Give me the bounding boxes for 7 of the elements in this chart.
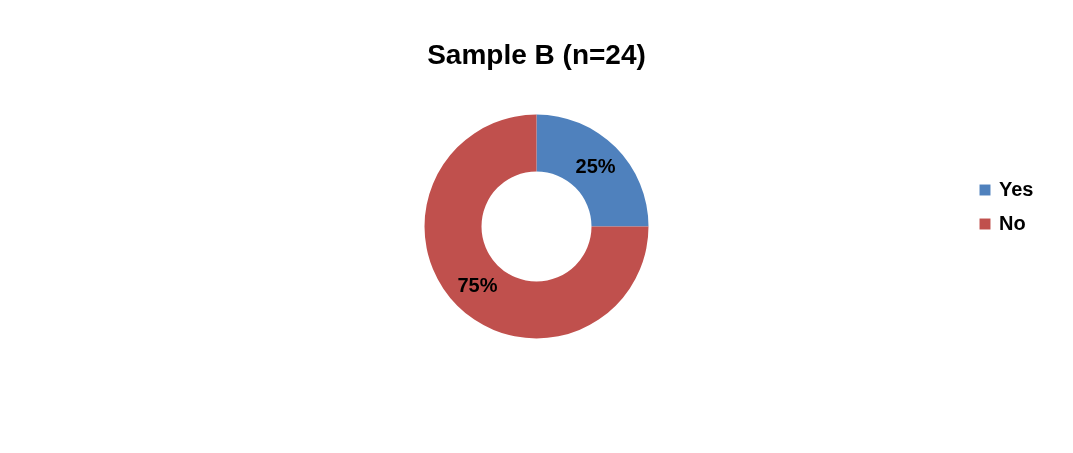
legend-label: Yes <box>999 178 1034 200</box>
data-label: 25% <box>575 155 616 178</box>
donut-slice <box>536 114 649 227</box>
data-label: 75% <box>457 273 498 296</box>
legend-label: No <box>999 212 1026 234</box>
chart-title: Sample B (n=24) <box>427 38 646 70</box>
donut-slice <box>424 114 649 339</box>
